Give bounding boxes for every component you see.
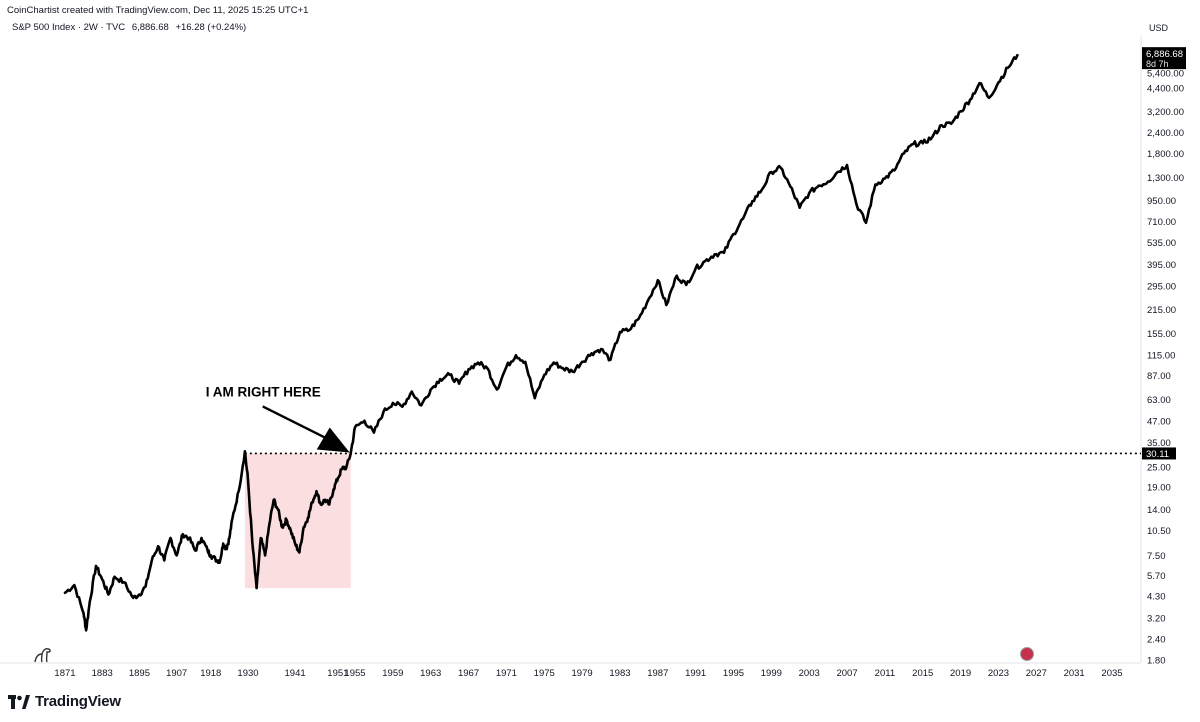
time-axis-label: 2011	[875, 668, 895, 679]
last-price-badge: 6,886.68 8d 7h	[1142, 47, 1186, 70]
time-axis-label: 1979	[572, 668, 593, 679]
time-axis-label: 1987	[647, 668, 668, 679]
annotation-text: I AM RIGHT HERE	[206, 384, 321, 399]
time-axis-label: 2019	[950, 668, 971, 679]
chart-credit: CoinChartist created with TradingView.co…	[7, 5, 309, 16]
currency-label[interactable]: USD	[1149, 23, 1169, 33]
price-axis-label: 7.50	[1147, 551, 1166, 562]
time-axis-label: 1955	[344, 668, 365, 679]
price-axis-label: 2.40	[1147, 634, 1166, 645]
last-price-badge-value: 6,886.68	[1146, 49, 1183, 60]
time-axis-label: 1995	[723, 668, 744, 679]
tradingview-logo-icon	[8, 694, 30, 709]
price-axis-label: 710.00	[1147, 217, 1176, 228]
price-axis-label: 1,300.00	[1147, 173, 1184, 184]
time-axis-label: 1895	[129, 668, 150, 679]
price-axis-label: 4.30	[1147, 592, 1166, 603]
symbol-legend: S&P 500 Index · 2W · TVC 6,886.68 +16.28…	[12, 22, 250, 33]
last-price-badge-box	[1142, 47, 1186, 70]
series-line	[63, 53, 1019, 632]
arrow-annotation	[262, 405, 350, 453]
arrow-head	[316, 427, 350, 453]
price-change: +16.28 (+0.24%)	[175, 22, 247, 33]
price-axis-label: 950.00	[1147, 196, 1176, 207]
time-axis-label: 1991	[685, 668, 706, 679]
time-axis-label: 2015	[912, 668, 933, 679]
price-axis[interactable]: 1.80 2.40 3.20 4.30 5.70 7.50 10.50 14.00 19.00 2…	[1140, 35, 1184, 667]
price-axis-label: 215.00	[1147, 305, 1176, 316]
price-axis-label: 115.00	[1147, 351, 1175, 362]
time-axis-label: 2003	[799, 668, 820, 679]
arrow-shaft	[262, 405, 330, 441]
price-axis-label: 47.00	[1147, 416, 1171, 427]
time-axis-label: 1963	[420, 668, 441, 679]
time-axis-label: 1975	[534, 668, 555, 679]
price-axis-label: 2,400.00	[1147, 128, 1184, 139]
highlight-range	[244, 453, 351, 589]
price-axis-label: 395.00	[1147, 260, 1176, 271]
time-axis-label: 1941	[285, 668, 306, 679]
price-axis-label: 3.20	[1147, 613, 1166, 624]
tradingview-logo[interactable]: TradingView	[8, 693, 121, 710]
price-axis-label: 19.00	[1147, 483, 1171, 494]
last-price: 6,886.68	[131, 22, 169, 33]
tradingview-logo-text: TradingView	[35, 693, 121, 710]
time-axis-label: 2027	[1026, 668, 1047, 679]
price-axis-label: 10.50	[1147, 526, 1171, 537]
dinosaur-icon[interactable]	[33, 644, 53, 669]
price-axis-label: 535.00	[1147, 238, 1176, 249]
price-axis-label: 87.00	[1147, 371, 1171, 382]
level-badge-value: 30.11	[1146, 449, 1169, 460]
time-axis-label: 1918	[200, 668, 221, 679]
time-axis-label: 2007	[836, 668, 857, 679]
price-axis-label: 5,400.00	[1147, 68, 1184, 79]
time-axis-label: 1907	[166, 668, 187, 679]
price-axis-label: 5.70	[1147, 571, 1166, 582]
time-axis-label: 1951	[327, 668, 348, 679]
countdown-label: 8d 7h	[1146, 59, 1169, 69]
us-flag-icon[interactable]	[1020, 647, 1034, 661]
price-axis-label: 295.00	[1147, 282, 1176, 293]
time-axis-label: 2023	[988, 668, 1009, 679]
price-axis-label: 1,800.00	[1147, 149, 1184, 160]
time-axis-label: 1999	[761, 668, 782, 679]
price-axis-label: 1.80	[1147, 656, 1166, 667]
price-axis-label: 155.00	[1147, 329, 1176, 340]
price-axis-label: 35.00	[1147, 438, 1171, 449]
time-axis-label: 1983	[609, 668, 630, 679]
price-axis-label: 3,200.00	[1147, 107, 1184, 118]
price-axis-label: 14.00	[1147, 505, 1171, 516]
time-axis-label: 1871	[54, 668, 75, 679]
level-badge-box	[1142, 447, 1176, 460]
time-axis-label: 1967	[458, 668, 479, 679]
time-axis-label: 1930	[237, 668, 258, 679]
time-axis-label: 2035	[1101, 668, 1122, 679]
time-axis-label: 1971	[496, 668, 517, 679]
price-axis-label: 4,400.00	[1147, 84, 1184, 95]
time-axis-label: 2031	[1064, 668, 1085, 679]
price-axis-label: 63.00	[1147, 395, 1171, 406]
time-axis-label: 1883	[92, 668, 113, 679]
time-axis-label: 1959	[382, 668, 403, 679]
level-badge: 30.11	[1142, 447, 1176, 460]
price-axis-label: 25.00	[1147, 463, 1171, 474]
symbol-name: S&P 500 Index · 2W · TVC	[12, 22, 126, 33]
